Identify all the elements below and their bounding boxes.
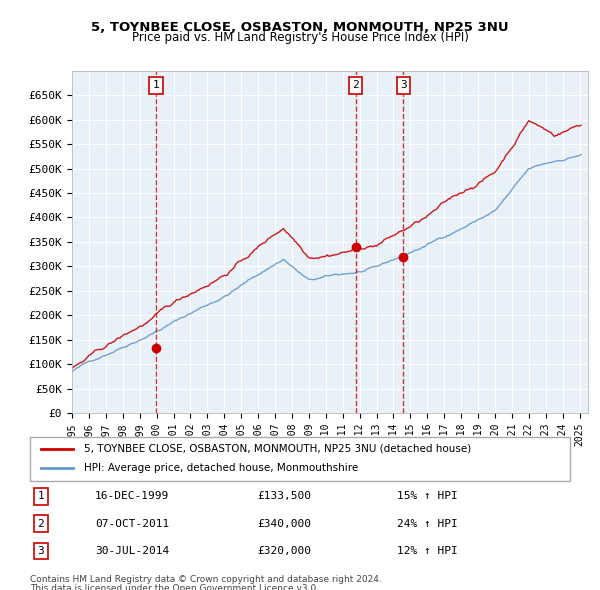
FancyBboxPatch shape [30, 437, 570, 481]
Text: £133,500: £133,500 [257, 491, 311, 502]
Text: 1: 1 [37, 491, 44, 502]
Text: 3: 3 [37, 546, 44, 556]
Text: 15% ↑ HPI: 15% ↑ HPI [397, 491, 458, 502]
Text: 30-JUL-2014: 30-JUL-2014 [95, 546, 169, 556]
Text: 07-OCT-2011: 07-OCT-2011 [95, 519, 169, 529]
Text: 2: 2 [352, 80, 359, 90]
Text: 5, TOYNBEE CLOSE, OSBASTON, MONMOUTH, NP25 3NU: 5, TOYNBEE CLOSE, OSBASTON, MONMOUTH, NP… [91, 21, 509, 34]
Text: HPI: Average price, detached house, Monmouthshire: HPI: Average price, detached house, Monm… [84, 464, 358, 473]
Text: 24% ↑ HPI: 24% ↑ HPI [397, 519, 458, 529]
Text: This data is licensed under the Open Government Licence v3.0.: This data is licensed under the Open Gov… [30, 584, 319, 590]
Text: 2: 2 [37, 519, 44, 529]
Text: 5, TOYNBEE CLOSE, OSBASTON, MONMOUTH, NP25 3NU (detached house): 5, TOYNBEE CLOSE, OSBASTON, MONMOUTH, NP… [84, 444, 471, 454]
Text: 1: 1 [152, 80, 159, 90]
Text: 3: 3 [400, 80, 407, 90]
Text: Price paid vs. HM Land Registry's House Price Index (HPI): Price paid vs. HM Land Registry's House … [131, 31, 469, 44]
Text: 12% ↑ HPI: 12% ↑ HPI [397, 546, 458, 556]
Text: 16-DEC-1999: 16-DEC-1999 [95, 491, 169, 502]
Text: £340,000: £340,000 [257, 519, 311, 529]
Text: £320,000: £320,000 [257, 546, 311, 556]
Text: Contains HM Land Registry data © Crown copyright and database right 2024.: Contains HM Land Registry data © Crown c… [30, 575, 382, 584]
